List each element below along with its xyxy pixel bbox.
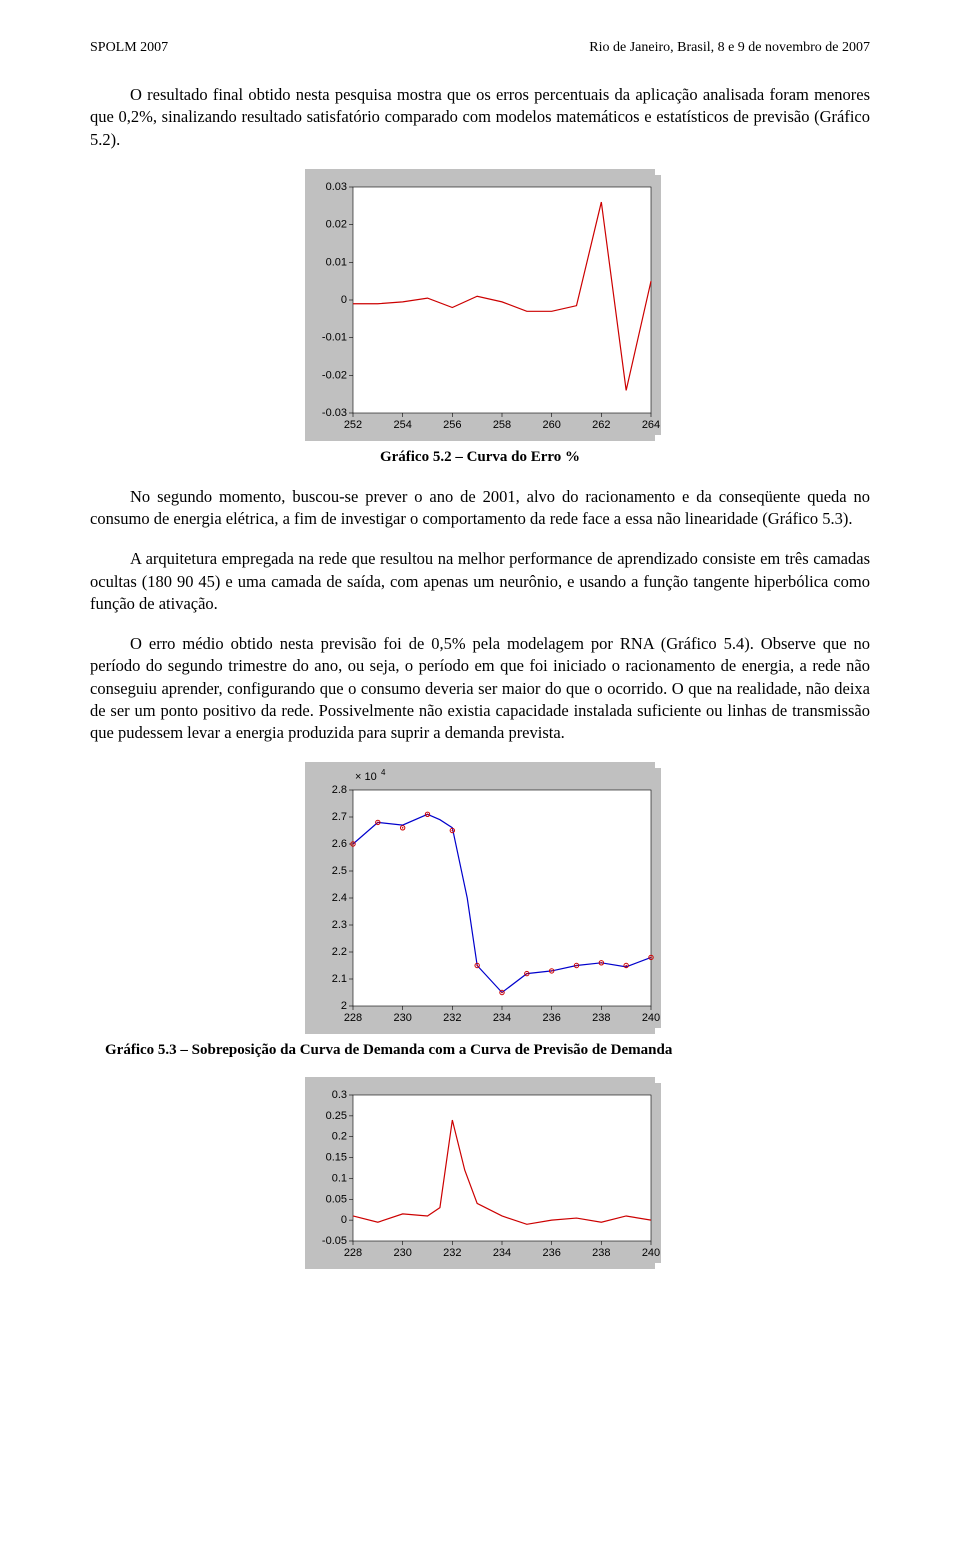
svg-text:0.01: 0.01: [326, 256, 347, 268]
svg-text:238: 238: [592, 1012, 610, 1024]
paragraph-3: A arquitetura empregada na rede que resu…: [90, 548, 870, 615]
svg-text:252: 252: [344, 419, 362, 431]
chart-error-curve: 252254256258260262264-0.03-0.02-0.0100.0…: [305, 169, 655, 441]
chart-demand-overlay: 22823023223423623824022.12.22.32.42.52.6…: [305, 762, 655, 1034]
svg-text:256: 256: [443, 419, 461, 431]
svg-text:0: 0: [341, 294, 347, 306]
svg-text:258: 258: [493, 419, 511, 431]
chart-1-caption: Gráfico 5.2 – Curva do Erro %: [90, 449, 870, 466]
svg-text:-0.02: -0.02: [322, 369, 347, 381]
svg-text:-0.03: -0.03: [322, 407, 347, 419]
svg-text:2.2: 2.2: [332, 946, 347, 958]
svg-text:2: 2: [341, 1000, 347, 1012]
chart-3-wrap: 228 230 232 234 236 238 240 -0.05 0 0.05 0.1 0.15 0.…: [90, 1077, 870, 1269]
svg-text:236: 236: [542, 1012, 560, 1024]
paragraph-1: O resultado final obtido nesta pesquisa …: [90, 84, 870, 151]
svg-text:2.3: 2.3: [332, 919, 347, 931]
svg-text:2.8: 2.8: [332, 784, 347, 796]
svg-text:260: 260: [542, 419, 560, 431]
svg-text:0.05: 0.05: [326, 1194, 347, 1206]
svg-text:0.03: 0.03: [326, 181, 347, 193]
svg-text:2.1: 2.1: [332, 973, 347, 985]
chart-2-wrap: 228 230 232 234 236 238 240 2 2.1 2.2 2.3 2.4 2.5 2.6…: [90, 762, 870, 1034]
svg-text:× 10: × 10: [355, 771, 377, 783]
svg-text:234: 234: [493, 1247, 511, 1259]
svg-text:0: 0: [341, 1215, 347, 1227]
svg-text:2.7: 2.7: [332, 811, 347, 823]
svg-text:232: 232: [443, 1012, 461, 1024]
svg-text:238: 238: [592, 1247, 610, 1259]
svg-text:254: 254: [393, 419, 411, 431]
header-right: Rio de Janeiro, Brasil, 8 e 9 de novembr…: [589, 40, 870, 56]
svg-text:-0.05: -0.05: [322, 1235, 347, 1247]
svg-text:230: 230: [393, 1012, 411, 1024]
chart-2-caption: Gráfico 5.3 – Sobreposição da Curva de D…: [90, 1042, 870, 1059]
paragraph-4: O erro médio obtido nesta previsão foi d…: [90, 633, 870, 744]
svg-text:0.3: 0.3: [332, 1089, 347, 1101]
header-left: SPOLM 2007: [90, 40, 168, 56]
svg-text:0.1: 0.1: [332, 1173, 347, 1185]
svg-text:0.2: 0.2: [332, 1131, 347, 1143]
svg-text:-0.01: -0.01: [322, 331, 347, 343]
svg-text:228: 228: [344, 1012, 362, 1024]
svg-text:2.6: 2.6: [332, 838, 347, 850]
svg-text:236: 236: [542, 1247, 560, 1259]
chart-error-curve-2: 228230232234236238240-0.0500.050.10.150.…: [305, 1077, 655, 1269]
svg-text:4: 4: [381, 768, 386, 777]
svg-text:232: 232: [443, 1247, 461, 1259]
svg-text:230: 230: [393, 1247, 411, 1259]
paragraph-2: No segundo momento, buscou-se prever o a…: [90, 486, 870, 531]
svg-text:262: 262: [592, 419, 610, 431]
svg-text:0.02: 0.02: [326, 218, 347, 230]
svg-text:0.25: 0.25: [326, 1110, 347, 1122]
svg-text:228: 228: [344, 1247, 362, 1259]
svg-text:2.4: 2.4: [332, 892, 347, 904]
svg-text:2.5: 2.5: [332, 865, 347, 877]
page-header: SPOLM 2007 Rio de Janeiro, Brasil, 8 e 9…: [90, 40, 870, 56]
svg-text:240: 240: [642, 1247, 660, 1259]
svg-text:0.15: 0.15: [326, 1152, 347, 1164]
svg-text:234: 234: [493, 1012, 511, 1024]
chart-1-wrap: 252 254 256 258 260 262 264 -0.03 -0.02 -0.01 0 0.0…: [90, 169, 870, 441]
svg-text:240: 240: [642, 1012, 660, 1024]
svg-text:264: 264: [642, 419, 660, 431]
